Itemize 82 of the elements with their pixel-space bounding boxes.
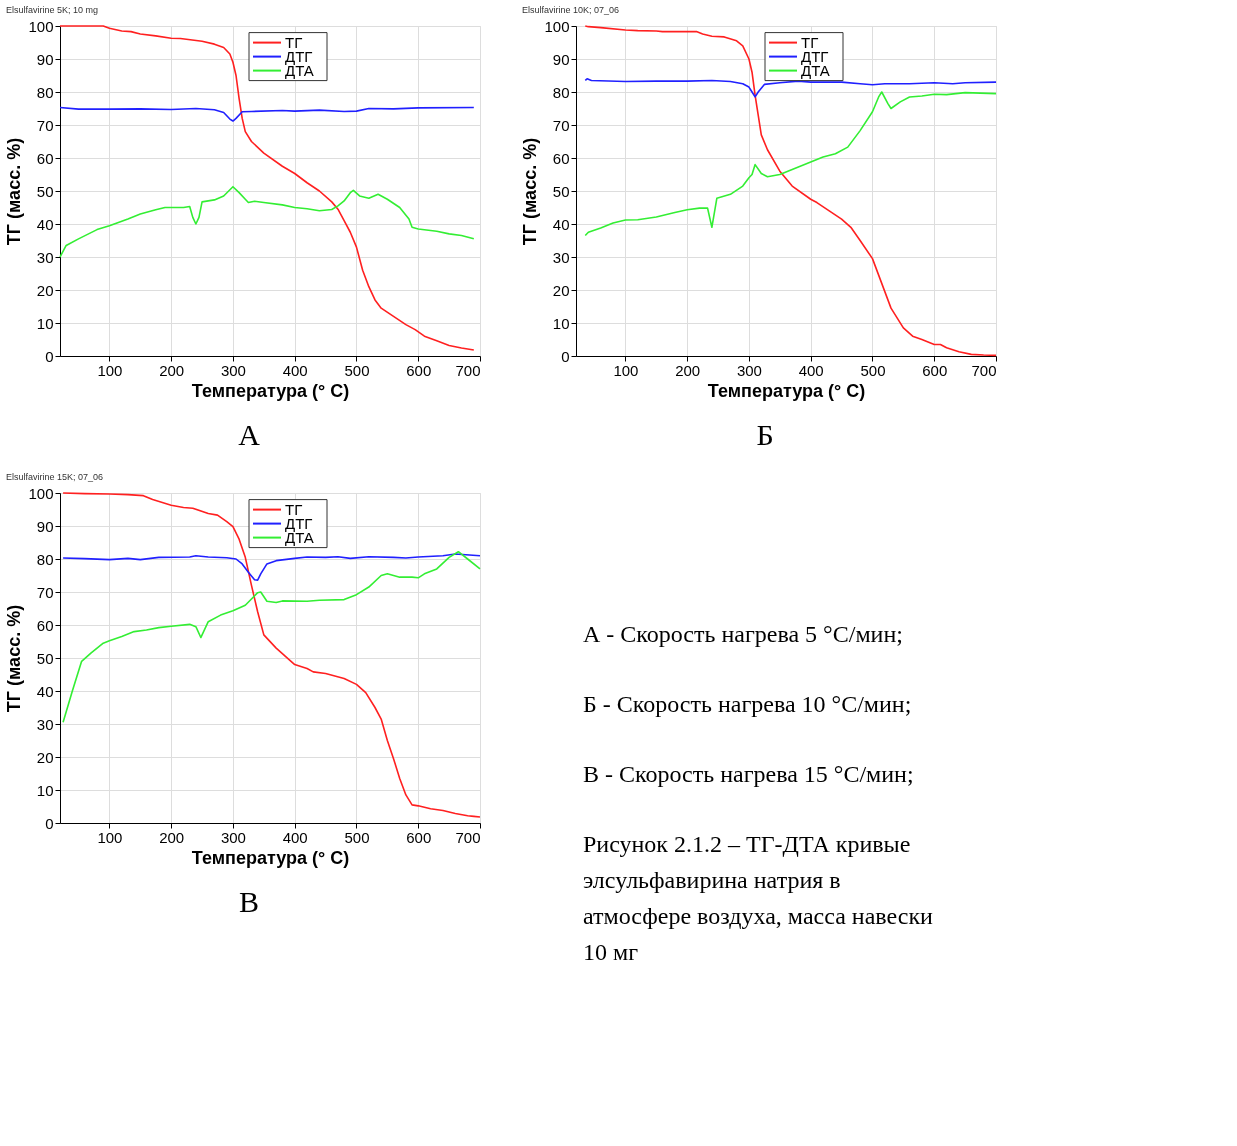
- y-tick-label: 80: [552, 83, 570, 101]
- text: В: [238, 885, 260, 918]
- chart-title: Elsulfavirine 15K; 07_06: [5, 472, 104, 482]
- text: А - Скорость нагрева 5 °С/мин;: [583, 621, 903, 647]
- line-series: [584, 91, 997, 237]
- x-axis-title: Температура (° C): [191, 847, 350, 868]
- line-series: [62, 550, 481, 724]
- y-tick-label: 0: [561, 347, 570, 365]
- y-tick-label: 30: [36, 248, 54, 266]
- y-axis-title: ТГ (масс. %): [520, 137, 541, 246]
- y-tick-label: 30: [36, 715, 54, 733]
- y-axis-title: ТГ (масс. %): [4, 604, 25, 713]
- line-series: [584, 78, 997, 98]
- y-tick-label: 20: [36, 748, 54, 766]
- text: В - Скорость нагрева 15 °С/мин;: [583, 761, 914, 787]
- x-tick-label: 400: [798, 361, 824, 379]
- y-tick-label: 80: [36, 83, 54, 101]
- text: Рисунок 2.1.2 – ТГ-ДТА кривые элсульфавирина натрия в атмосфере воздуха, масса навески 10 мг: [583, 831, 934, 965]
- y-tick-label: 10: [36, 314, 54, 332]
- x-tick-label: 500: [860, 361, 886, 379]
- y-axis-title: ТГ (масс. %): [4, 137, 25, 246]
- x-tick-label: 400: [282, 828, 308, 846]
- legend-label: ТГ: [285, 500, 303, 518]
- y-tick-label: 70: [36, 116, 54, 134]
- x-tick-label: 700: [971, 361, 997, 379]
- y-tick-label: 100: [28, 17, 54, 35]
- text: Б - Скорость нагрева 10 °С/мин;: [583, 691, 912, 717]
- x-tick-label: 100: [97, 361, 123, 379]
- x-tick-label: 300: [736, 361, 762, 379]
- line-series: [584, 25, 997, 357]
- y-tick-label: 60: [36, 149, 54, 167]
- y-tick-label: 10: [36, 781, 54, 799]
- y-tick-label: 90: [36, 50, 54, 68]
- y-tick-label: 60: [36, 616, 54, 634]
- x-tick-label: 300: [220, 828, 246, 846]
- line-series: [59, 185, 475, 258]
- text: Б: [756, 418, 774, 451]
- x-tick-label: 100: [613, 361, 639, 379]
- line-series: [62, 553, 481, 581]
- x-tick-label: 700: [455, 361, 481, 379]
- y-tick-label: 40: [36, 682, 54, 700]
- x-tick-label: 300: [220, 361, 246, 379]
- y-tick-label: 70: [552, 116, 570, 134]
- y-tick-label: 20: [552, 281, 570, 299]
- y-tick-label: 90: [552, 50, 570, 68]
- x-tick-label: 200: [159, 361, 185, 379]
- y-tick-label: 100: [544, 17, 570, 35]
- legend-label: ТГ: [285, 33, 303, 51]
- line-series: [59, 106, 475, 122]
- x-tick-label: 200: [675, 361, 701, 379]
- x-tick-label: 600: [406, 828, 432, 846]
- y-tick-label: 20: [36, 281, 54, 299]
- y-tick-label: 50: [36, 182, 54, 200]
- x-tick-label: 400: [282, 361, 308, 379]
- x-tick-label: 600: [922, 361, 948, 379]
- y-tick-label: 100: [28, 484, 54, 502]
- y-tick-label: 40: [552, 215, 570, 233]
- y-tick-label: 10: [552, 314, 570, 332]
- chart-title: Elsulfavirine 5K; 10 mg: [5, 5, 99, 15]
- x-axis-title: Температура (° C): [707, 380, 866, 401]
- line-series: [62, 492, 481, 818]
- y-tick-label: 0: [45, 347, 54, 365]
- y-tick-label: 50: [36, 649, 54, 667]
- line-series: [59, 25, 475, 351]
- y-tick-label: 70: [36, 583, 54, 601]
- y-tick-label: 60: [552, 149, 570, 167]
- y-tick-label: 50: [552, 182, 570, 200]
- x-tick-label: 200: [159, 828, 185, 846]
- legend-label: ТГ: [801, 33, 819, 51]
- y-tick-label: 40: [36, 215, 54, 233]
- text: А: [238, 418, 261, 451]
- x-tick-label: 500: [344, 361, 370, 379]
- x-axis-title: Температура (° C): [191, 380, 350, 401]
- x-tick-label: 100: [97, 828, 123, 846]
- x-tick-label: 500: [344, 828, 370, 846]
- x-tick-label: 700: [455, 828, 481, 846]
- y-tick-label: 80: [36, 550, 54, 568]
- y-tick-label: 90: [36, 517, 54, 535]
- x-tick-label: 600: [406, 361, 432, 379]
- y-tick-label: 30: [552, 248, 570, 266]
- chart-title: Elsulfavirine 10K; 07_06: [521, 5, 620, 15]
- y-tick-label: 0: [45, 814, 54, 832]
